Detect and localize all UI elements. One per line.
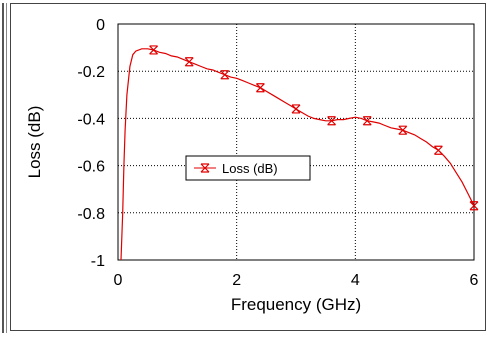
x-tick-label: 6 [470,272,479,289]
x-tick-label: 4 [351,272,360,289]
y-tick-label: -0.4 [77,111,105,128]
x-tick-label: 2 [232,272,241,289]
data-point-marker [220,70,230,80]
data-point-marker [184,57,194,67]
y-tick-label: -1 [91,253,105,270]
data-point-marker [149,45,159,55]
data-point-marker [291,104,301,114]
data-point-marker [362,116,372,126]
data-point-marker [469,201,479,211]
series-line [120,48,475,261]
legend: Loss (dB) [185,155,311,181]
series-layer [120,45,479,261]
plot-area [117,23,475,261]
data-point-marker [398,125,408,135]
x-axis-ticks: 0 2 4 6 [114,272,479,289]
data-point-marker [327,116,337,126]
legend-marker-glyph [200,163,210,173]
y-axis-ticks: 0 -0.2 -0.4 -0.6 -0.8 -1 [77,17,105,270]
y-tick-label: -0.2 [77,64,105,81]
legend-marker [200,163,210,173]
x-tick-label: 0 [114,272,123,289]
legend-entry-label: Loss (dB) [222,161,278,176]
frame-left-bar-thin [6,3,7,333]
y-tick-label: 0 [96,17,105,34]
grid [118,24,474,260]
y-tick-label: -0.6 [77,159,105,176]
y-tick-label: -0.8 [77,206,105,223]
frame-left-bar [2,3,4,333]
data-point-marker [433,145,443,155]
y-axis-label: Loss (dB) [25,106,44,179]
data-point-marker [255,83,265,93]
x-axis-label: Frequency (GHz) [231,295,361,314]
chart-border [10,3,486,331]
